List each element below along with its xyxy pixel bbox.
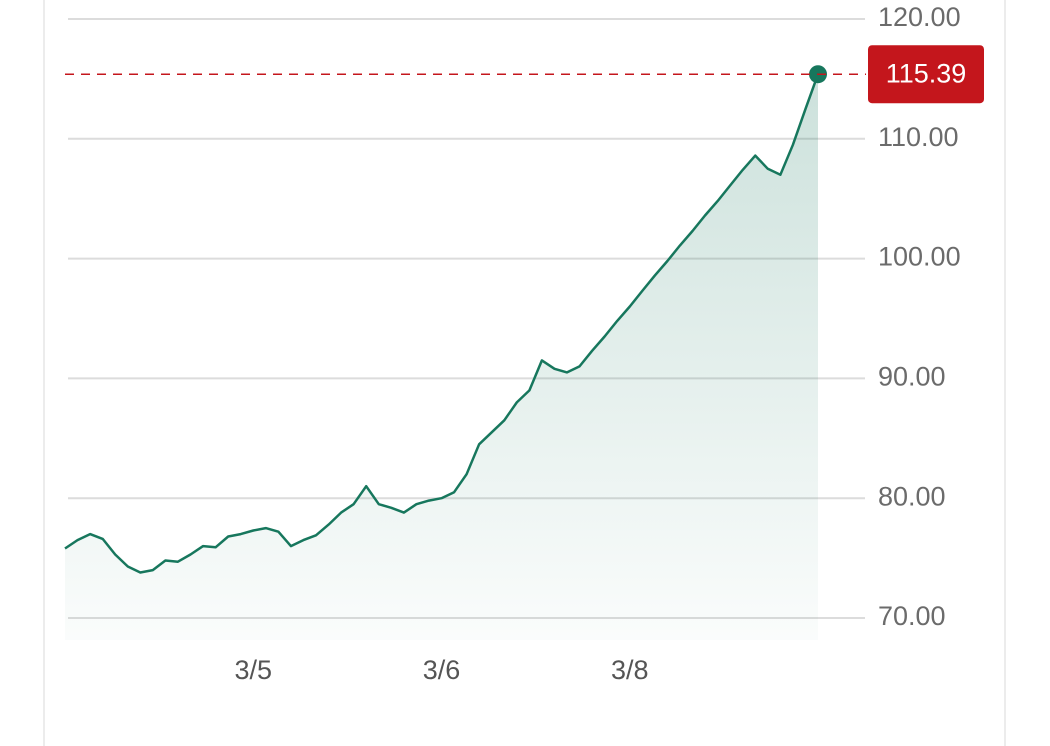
last-price-box — [868, 45, 984, 104]
area — [65, 74, 818, 640]
x-tick-label: 3/6 — [423, 655, 461, 685]
y-tick-label: 70.00 — [878, 601, 946, 631]
x-tick-label: 3/5 — [234, 655, 272, 685]
y-tick-label: 110.00 — [878, 122, 959, 152]
y-tick-label: 90.00 — [878, 362, 946, 392]
y-tick-label: 100.00 — [878, 242, 961, 272]
x-tick-label: 3/8 — [611, 655, 649, 685]
price-line — [64, 73, 820, 574]
y-tick-label: 120.00 — [878, 2, 961, 32]
last-price-label: 115.39 — [886, 58, 967, 88]
y-tick-label: 80.00 — [878, 481, 946, 511]
